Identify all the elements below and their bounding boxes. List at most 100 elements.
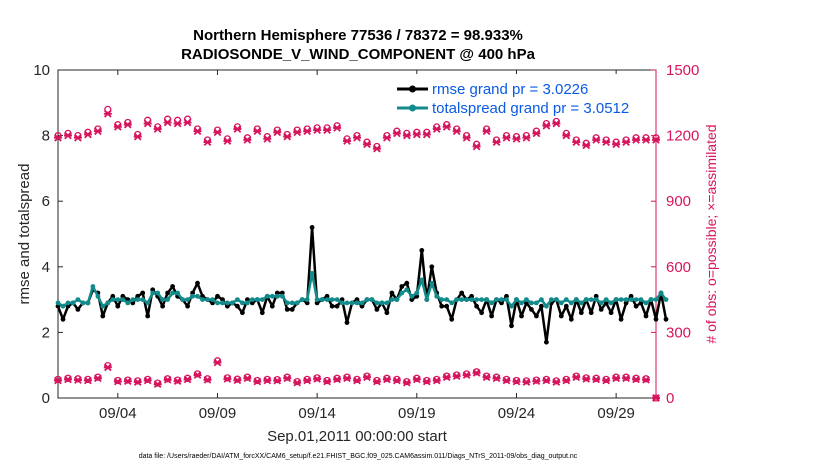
obs-assimilated-marker xyxy=(313,126,322,134)
data-point xyxy=(534,313,539,319)
data-point xyxy=(548,297,554,302)
obs-possible-marker xyxy=(602,375,610,384)
y-tick-label: 0 xyxy=(42,390,50,407)
obs-assimilated-marker xyxy=(313,375,322,383)
right-tick-label: 0 xyxy=(666,390,674,407)
data-point xyxy=(105,300,111,306)
data-point xyxy=(309,271,315,276)
data-point xyxy=(399,284,405,289)
data-point xyxy=(469,293,474,299)
right-tick-label: 900 xyxy=(666,193,691,210)
data-point xyxy=(220,297,225,302)
obs-assimilated-marker xyxy=(323,126,332,134)
obs-possible-marker xyxy=(582,374,590,382)
data-point xyxy=(364,297,370,302)
obs-assimilated-marker xyxy=(452,372,461,380)
obs-assimilated-marker xyxy=(582,375,591,383)
obs-possible-marker xyxy=(562,375,570,384)
obs-assimilated-marker xyxy=(652,394,660,402)
data-point xyxy=(489,300,494,306)
obs-possible-marker xyxy=(453,371,461,379)
data-point xyxy=(334,303,340,309)
data-point xyxy=(289,300,295,306)
obs-assimilated-marker xyxy=(572,138,581,146)
obs-possible-marker xyxy=(532,376,541,384)
data-point xyxy=(444,303,450,309)
obs-assimilated-marker xyxy=(492,138,501,146)
obs-assimilated-marker xyxy=(203,138,212,146)
obs-possible-marker xyxy=(353,375,361,384)
obs-possible-marker xyxy=(54,375,62,384)
data-point xyxy=(314,297,320,302)
data-point xyxy=(269,293,275,299)
data-point xyxy=(593,293,599,299)
data-point xyxy=(653,297,659,302)
data-point xyxy=(573,297,579,302)
obs-assimilated-marker xyxy=(482,373,491,382)
data-point xyxy=(125,300,131,306)
data-point xyxy=(623,297,629,302)
obs-possible-marker xyxy=(592,374,600,382)
x-tick-label: 09/09 xyxy=(199,405,237,422)
obs-possible-marker xyxy=(612,373,620,381)
obs-possible-marker xyxy=(94,373,102,381)
obs-assimilated-marker xyxy=(153,380,162,389)
obs-assimilated-marker xyxy=(502,376,511,385)
obs-assimilated-marker xyxy=(133,378,142,386)
data-point xyxy=(539,303,544,309)
obs-possible-marker xyxy=(283,373,291,381)
data-point xyxy=(588,297,594,302)
data-point xyxy=(404,287,410,293)
data-point xyxy=(474,303,479,309)
obs-assimilated-marker xyxy=(612,374,621,383)
obs-assimilated-marker xyxy=(233,125,242,133)
data-point xyxy=(215,300,220,306)
obs-possible-marker xyxy=(263,375,271,384)
data-point xyxy=(205,297,210,302)
data-point xyxy=(240,300,245,306)
data-point xyxy=(389,297,395,302)
obs-assimilated-marker xyxy=(203,376,212,384)
data-point xyxy=(100,303,106,309)
data-point xyxy=(499,297,504,302)
data-point xyxy=(235,303,240,309)
data-point xyxy=(489,313,494,319)
data-point xyxy=(230,300,235,306)
obs-possible-marker xyxy=(522,377,531,385)
data-point xyxy=(519,300,524,306)
data-point xyxy=(524,297,529,302)
obs-assimilated-marker xyxy=(592,375,601,384)
data-point xyxy=(504,293,509,299)
legend-marker-totalspread xyxy=(409,104,416,112)
data-point xyxy=(240,310,245,316)
obs-assimilated-marker xyxy=(492,374,501,383)
data-point xyxy=(504,297,509,302)
obs-possible-marker xyxy=(343,373,351,381)
data-point xyxy=(648,297,654,302)
data-point xyxy=(359,303,365,309)
obs-assimilated-marker xyxy=(622,374,631,383)
obs-assimilated-marker xyxy=(362,140,371,149)
data-point xyxy=(598,307,604,312)
data-point xyxy=(568,316,574,322)
obs-possible-marker xyxy=(323,376,331,385)
obs-assimilated-marker xyxy=(333,375,342,384)
data-point xyxy=(608,300,614,306)
data-point xyxy=(175,290,181,296)
obs-assimilated-marker xyxy=(253,127,262,136)
data-point xyxy=(479,310,484,316)
right-tick-label: 600 xyxy=(666,259,691,276)
data-point xyxy=(643,313,649,319)
obs-assimilated-marker xyxy=(163,118,172,127)
obs-assimilated-marker xyxy=(333,124,342,132)
obs-assimilated-marker xyxy=(113,377,122,386)
y-tick-label: 10 xyxy=(33,62,50,79)
data-point xyxy=(419,277,425,283)
obs-assimilated-marker xyxy=(173,119,182,128)
obs-assimilated-marker xyxy=(143,376,152,385)
obs-assimilated-marker xyxy=(243,374,252,383)
obs-assimilated-marker xyxy=(223,375,232,383)
obs-assimilated-marker xyxy=(592,136,601,144)
data-point xyxy=(254,297,260,302)
data-point xyxy=(354,297,360,302)
